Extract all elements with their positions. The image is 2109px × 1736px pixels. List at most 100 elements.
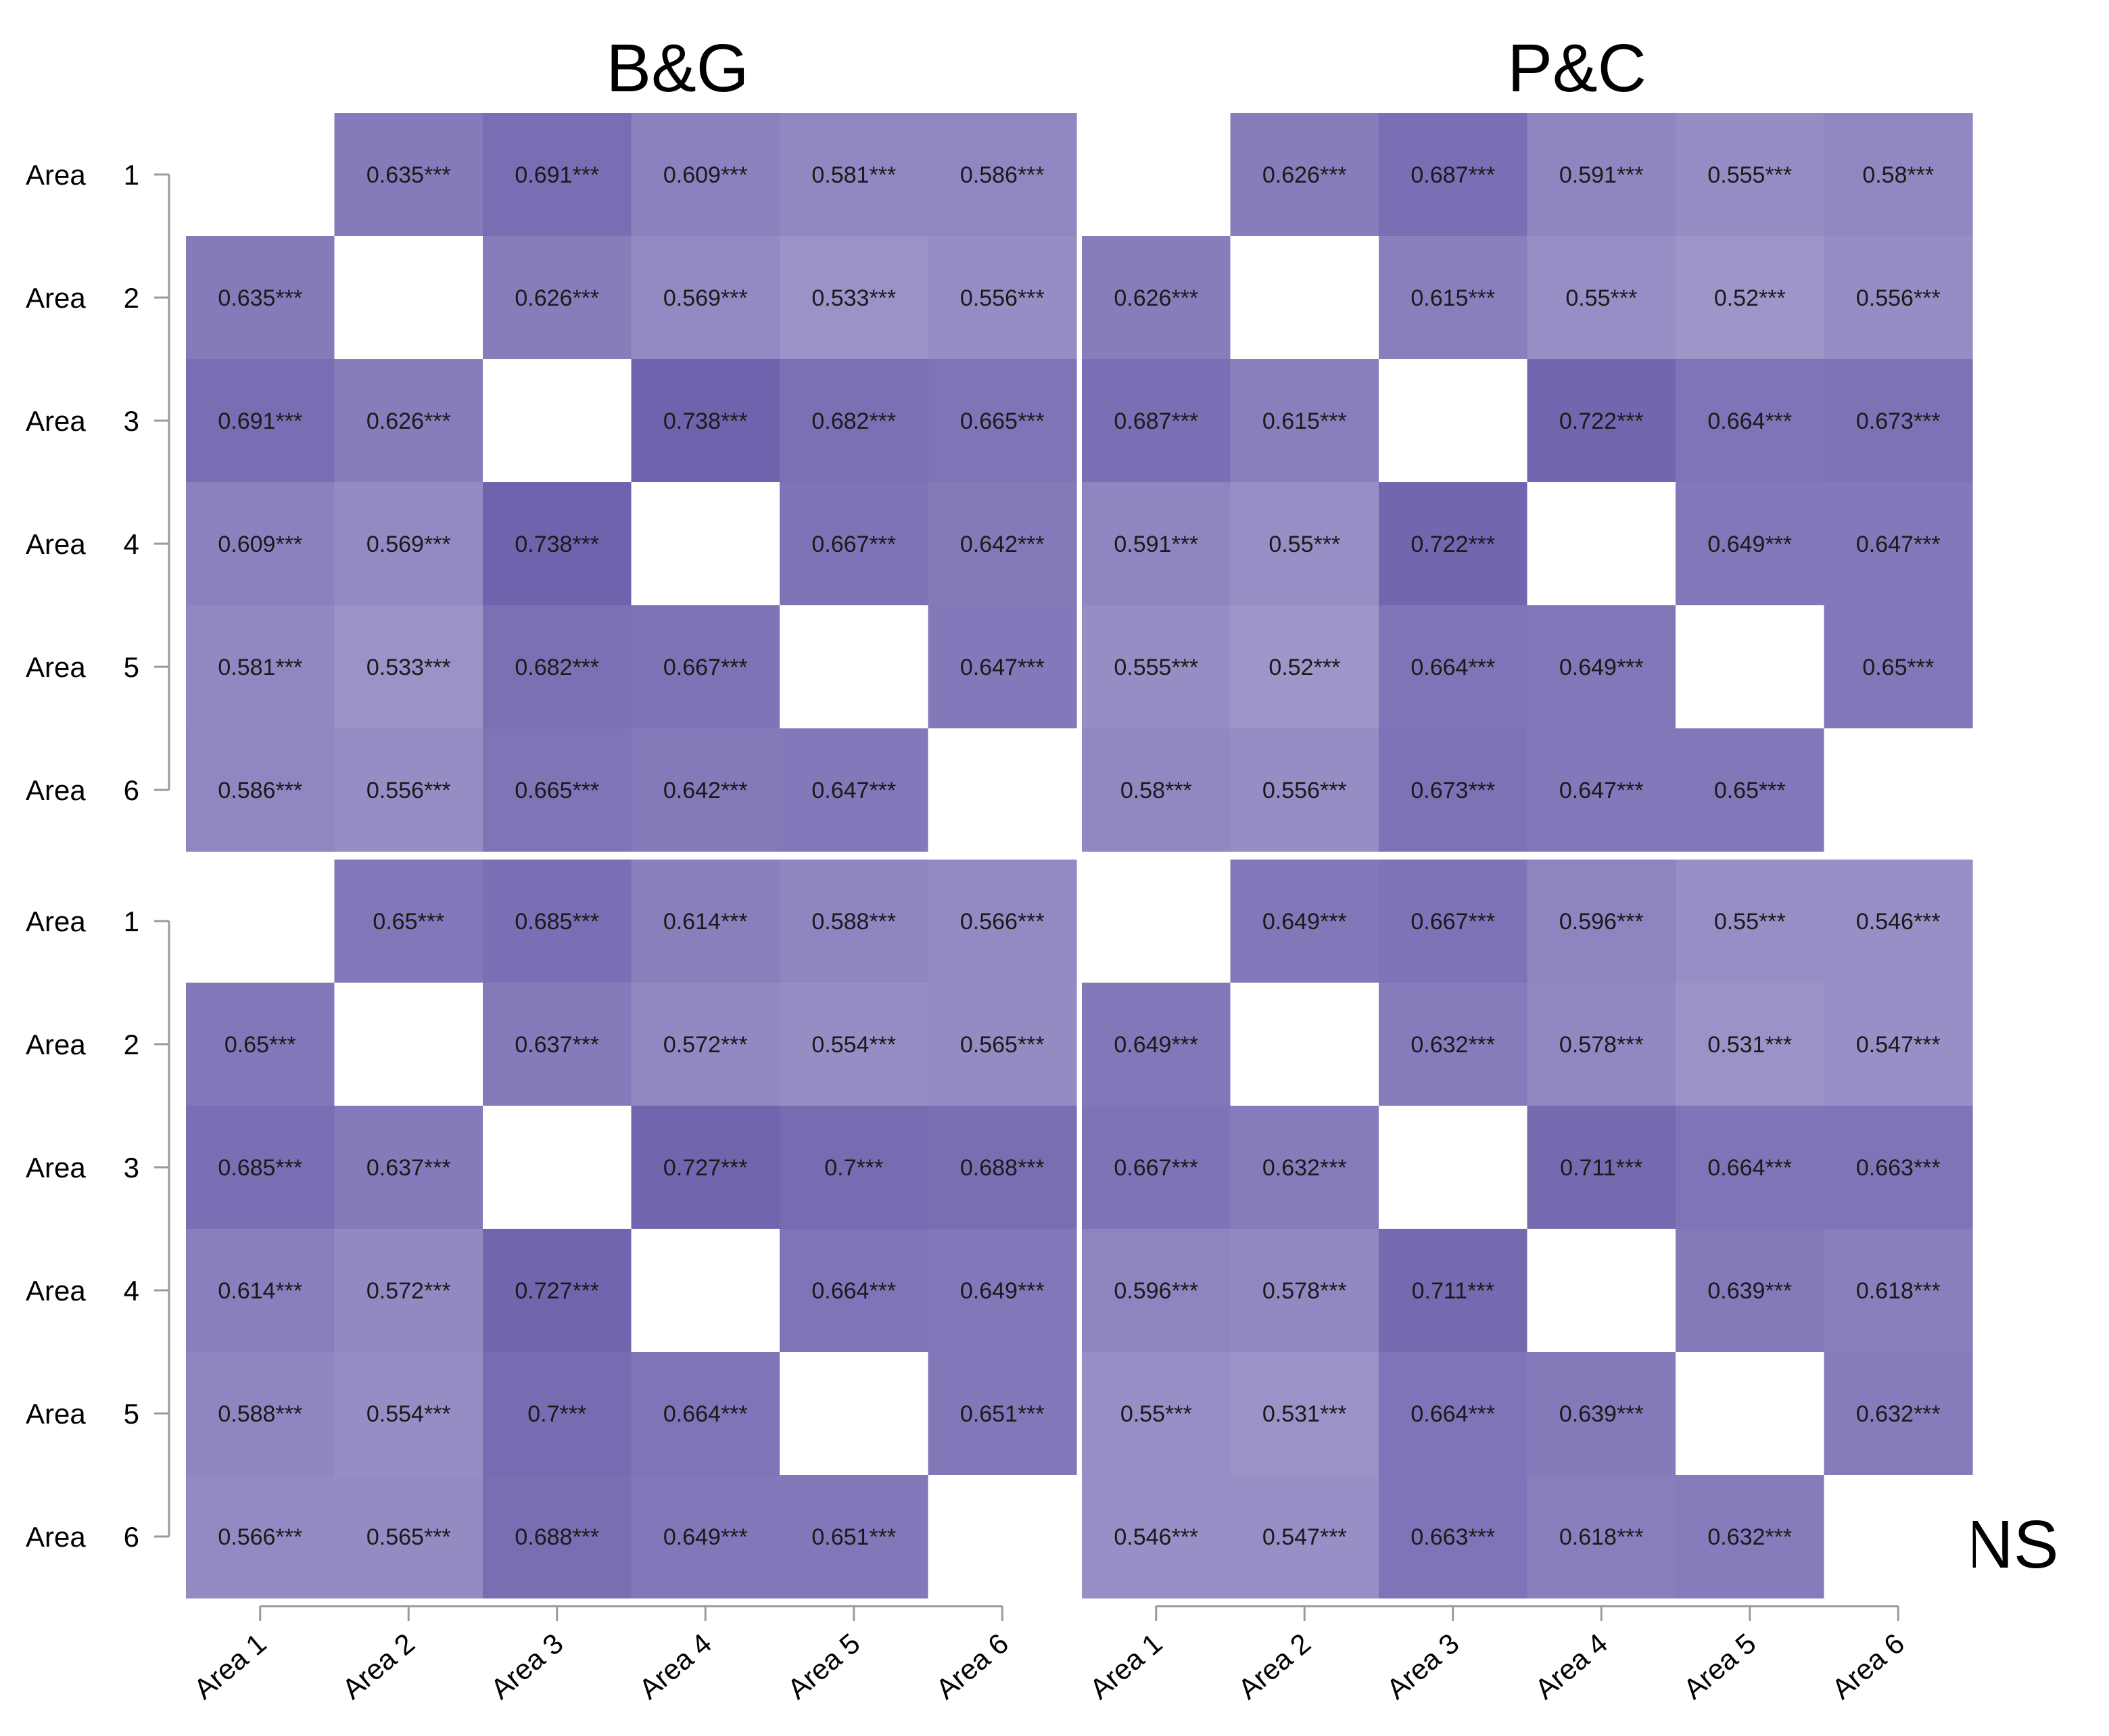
heatmap-cells: 0.635*** 0.691*** 0.609*** 0.581*** 0.586***… [186, 113, 1973, 1599]
heatmap-diagonal-cell [928, 728, 1077, 852]
cell-value-label: 0.615*** [1411, 285, 1495, 311]
cell-value-label: 0.727*** [515, 1278, 599, 1304]
heatmap-panel: 0.65*** 0.685*** 0.614*** 0.588*** 0.566*** 0… [186, 860, 1077, 1599]
cell-value-label: 0.649*** [1559, 655, 1644, 680]
heatmap-cell [928, 1106, 1077, 1229]
cell-value-label: 0.591*** [1559, 162, 1644, 188]
row-tick-label: 5 [124, 1398, 139, 1430]
heatmap-diagonal-cell [1082, 113, 1231, 237]
heatmap-cell [928, 359, 1077, 483]
heatmap-cell [1824, 482, 1973, 606]
heatmap-cell [1230, 482, 1379, 606]
heatmap-cell [1230, 605, 1379, 729]
cell-value-label: 0.586*** [960, 162, 1045, 188]
cell-value-label: 0.55*** [1269, 532, 1340, 557]
cell-value-label: 0.673*** [1856, 408, 1941, 434]
heatmap-cell [780, 1229, 929, 1353]
cell-value-label: 0.547*** [1856, 1032, 1941, 1058]
heatmap-cell [780, 482, 929, 606]
row-tick-label: Area [26, 528, 86, 560]
cell-value-label: 0.531*** [1262, 1401, 1347, 1427]
cell-value-label: 0.642*** [960, 532, 1045, 557]
cell-value-label: 0.578*** [1262, 1278, 1347, 1304]
cell-value-label: 0.609*** [218, 532, 302, 557]
heatmap-cell [1676, 983, 1825, 1106]
cell-value-label: 0.647*** [1559, 778, 1644, 803]
heatmap-cell [1230, 1475, 1379, 1599]
cell-value-label: 0.565*** [960, 1032, 1045, 1058]
heatmap-cell [780, 113, 929, 237]
cell-value-label: 0.7*** [527, 1401, 586, 1427]
cell-value-label: 0.596*** [1114, 1278, 1198, 1304]
cell-value-label: 0.639*** [1707, 1278, 1792, 1304]
heatmap-diagonal-cell [1824, 1475, 1973, 1599]
heatmap-cell [1082, 1475, 1231, 1599]
cell-value-label: 0.614*** [663, 909, 748, 935]
heatmap-cell [631, 1475, 780, 1599]
row-tick-label: Area [26, 1521, 86, 1553]
heatmap-cell [186, 482, 335, 606]
heatmap-cell [1230, 113, 1379, 237]
cell-value-label: 0.664*** [1411, 1401, 1495, 1427]
cell-value-label: 0.663*** [1856, 1155, 1941, 1181]
heatmap-cell [928, 236, 1077, 360]
heatmap-cell [334, 860, 483, 983]
heatmap-cell [334, 1352, 483, 1476]
heatmap-cell [1527, 1106, 1676, 1229]
heatmap-cell [1527, 113, 1676, 237]
cell-value-label: 0.649*** [663, 1524, 748, 1550]
heatmap-cell [780, 236, 929, 360]
cell-value-label: 0.586*** [218, 778, 302, 803]
heatmap-diagonal-cell [928, 1475, 1077, 1599]
heatmap-cell [1676, 860, 1825, 983]
cell-value-label: 0.565*** [366, 1524, 451, 1550]
heatmap-diagonal-cell [1379, 1106, 1528, 1229]
heatmap-cell [334, 1475, 483, 1599]
heatmap-panel: 0.635*** 0.691*** 0.609*** 0.581*** 0.586***… [186, 113, 1077, 852]
heatmap-cell [631, 236, 780, 360]
cell-value-label: 0.691*** [515, 162, 599, 188]
heatmap-cell [928, 482, 1077, 606]
row-tick-label: Area [26, 906, 86, 937]
cell-value-label: 0.588*** [811, 909, 896, 935]
cell-value-label: 0.58*** [1862, 162, 1934, 188]
heatmap-diagonal-cell [483, 359, 632, 483]
row-tick-label: Area [26, 282, 86, 314]
row-tick-label: 2 [124, 282, 139, 314]
heatmap-cell [1230, 728, 1379, 852]
cell-value-label: 0.52*** [1714, 285, 1786, 311]
cell-value-label: 0.738*** [515, 532, 599, 557]
heatmap-cell [1082, 605, 1231, 729]
heatmap-cell [1527, 1475, 1676, 1599]
heatmap-cell [483, 728, 632, 852]
cell-value-label: 0.711*** [1412, 1278, 1494, 1304]
cell-value-label: 0.649*** [1114, 1032, 1198, 1058]
cell-value-label: 0.637*** [366, 1155, 451, 1181]
heatmap-diagonal-cell [1527, 482, 1676, 606]
cell-value-label: 0.531*** [1707, 1032, 1792, 1058]
heatmap-cell [186, 1106, 335, 1229]
heatmap-diagonal-cell [631, 1229, 780, 1353]
cell-value-label: 0.647*** [1856, 532, 1941, 557]
heatmap-cell [928, 113, 1077, 237]
cell-value-label: 0.711*** [1560, 1155, 1642, 1181]
heatmap-cell [1676, 236, 1825, 360]
cell-value-label: 0.566*** [218, 1524, 302, 1550]
row-tick-label: Area [26, 1398, 86, 1430]
heatmap-cell [1527, 1352, 1676, 1476]
heatmap-cell [780, 860, 929, 983]
cell-value-label: 0.687*** [1114, 408, 1198, 434]
heatmap-diagonal-cell [186, 860, 335, 983]
cell-value-label: 0.635*** [218, 285, 302, 311]
cell-value-label: 0.547*** [1262, 1524, 1347, 1550]
heatmap-cell [1082, 1229, 1231, 1353]
cell-value-label: 0.554*** [811, 1032, 896, 1058]
cell-value-label: 0.632*** [1262, 1155, 1347, 1181]
heatmap-cell [631, 1352, 780, 1476]
cell-value-label: 0.55*** [1565, 285, 1637, 311]
heatmap-cell [483, 860, 632, 983]
heatmap-diagonal-cell [780, 1352, 929, 1476]
heatmap-cell [928, 605, 1077, 729]
cell-value-label: 0.632*** [1856, 1401, 1941, 1427]
cell-value-label: 0.533*** [811, 285, 896, 311]
